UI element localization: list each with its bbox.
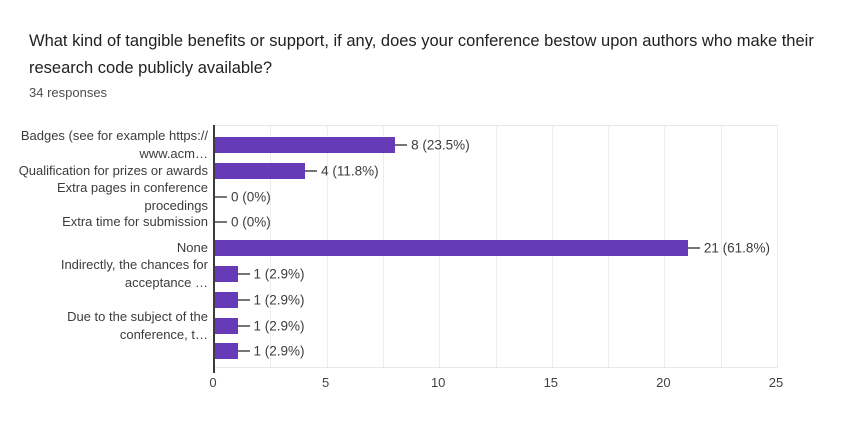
leader-line [395,144,408,146]
leader-line [215,221,227,224]
bar [215,266,238,282]
x-axis-tick-label: 5 [321,375,330,390]
x-axis-tick-label: 25 [768,375,784,390]
responses-count: 34 responses [29,85,108,100]
category-label: Badges (see for example https:// www.acm… [0,127,208,163]
category-label-line: Extra time for submission [62,214,208,230]
category-label-line: Indirectly, the chances for [60,257,208,272]
gridline [777,126,778,367]
question-title: What kind of tangible benefits or suppor… [29,32,814,77]
value-label: 1 (2.9%) [253,318,305,334]
bar [215,317,238,334]
category-label: Due to the subject of the conference, t… [0,308,208,344]
x-axis-tick-label: 0 [209,375,217,390]
value-label: 4 (11.8%) [321,163,379,179]
x-axis-tick-label: 20 [656,375,671,390]
category-label-line: Badges (see for example https:// [20,128,208,143]
value-label: 1 (2.9%) [253,266,305,282]
category-label-line: Qualification for prizes or awards [18,162,208,178]
value-label: 8 (23.5%) [411,137,470,153]
bar [215,291,238,308]
leader-line [305,169,318,172]
category-label-line: Extra pages in conference [56,179,208,195]
value-label: 0 (0%) [231,189,271,205]
category-label-line: None [176,240,208,256]
value-label: 1 (2.9%) [253,292,305,308]
x-axis-tick-label: 15 [543,375,559,390]
category-label: Extra time for submission [0,213,208,231]
bar [215,240,688,257]
leader-line [237,273,250,275]
leader-line [237,350,250,353]
bar [215,162,306,179]
leader-line [237,298,250,301]
category-label-line: Due to the subject of the [67,308,208,324]
bar [215,343,238,360]
x-axis-tick-label: 10 [430,375,446,390]
category-label: Indirectly, the chances for acceptance … [0,256,208,292]
category-label: None [0,239,208,257]
category-label: Extra pages in conference procedings [0,179,208,215]
category-label-line: conference, t… [119,326,208,342]
value-label: 0 (0%) [231,214,271,230]
value-label: 1 (2.9%) [253,343,305,359]
leader-line [237,324,250,327]
leader-line [215,195,227,198]
category-label-line: www.acm… [139,146,208,161]
y-axis-line [213,125,215,373]
category-label-line: acceptance … [124,275,208,290]
bar [215,137,396,153]
gridline [720,126,722,367]
category-label: Qualification for prizes or awards [0,162,208,180]
category-label-line: procedings [144,197,208,213]
value-label: 21 (61.8%) [703,240,770,256]
leader-line [687,247,700,250]
